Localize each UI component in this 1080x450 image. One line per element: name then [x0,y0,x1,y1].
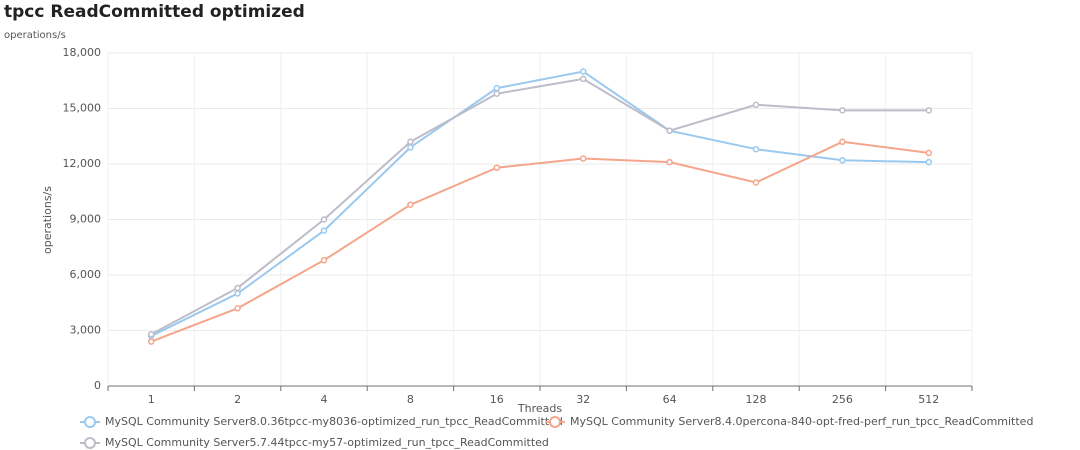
legend-marker [549,416,561,428]
y-tick-label: 9,000 [70,213,102,226]
data-point [234,290,241,297]
y-tick-label: 12,000 [63,157,102,170]
data-point [407,201,414,208]
legend-label: MySQL Community Server8.4.0percona-840-o… [570,415,1033,428]
chart-title: tpcc ReadCommitted optimized [4,2,305,22]
data-point [579,75,587,83]
x-tick-label: 32 [576,393,590,406]
data-point [839,107,846,114]
chart-subtitle: operations/s [4,30,66,41]
data-point [320,256,328,264]
series-line [150,140,929,343]
data-point [666,127,673,134]
data-point [925,107,933,114]
x-tick-label: 256 [832,393,853,406]
data-point [839,157,846,164]
data-point [493,90,501,97]
legend-item[interactable]: MySQL Community Server8.4.0percona-840-o… [545,415,1033,428]
data-point [925,149,933,157]
y-axis-label: operations/s [41,186,54,254]
y-tick-label: 15,000 [63,102,102,115]
data-point [147,338,155,345]
x-tick-label: 4 [321,393,328,406]
x-tick-label: 128 [746,393,767,406]
x-tick-label: 512 [918,393,939,406]
x-tick-label: 16 [490,393,504,406]
data-point [320,227,328,234]
x-tick-label: 8 [407,393,414,406]
data-point [752,145,760,153]
y-tick-label: 0 [94,379,101,392]
data-point [839,138,846,146]
legend-marker [84,437,96,449]
y-tick-label: 3,000 [70,324,102,337]
data-point [234,305,241,312]
data-point [320,216,328,223]
legend-marker [84,416,96,428]
x-axis-label: Threads [517,402,562,415]
data-point [666,158,673,166]
legend-item[interactable]: MySQL Community Server5.7.44tpcc-my57-op… [80,436,549,449]
x-tick-label: 64 [663,393,677,406]
data-point [579,155,587,162]
data-point [752,101,760,109]
data-point [493,84,501,92]
series-line [150,70,929,337]
x-tick-label: 2 [234,393,241,406]
y-tick-label: 18,000 [63,46,102,59]
data-point [147,330,155,338]
series-line [150,77,929,336]
data-point [579,68,587,75]
data-point [925,158,933,166]
data-point [752,179,760,186]
data-point [493,164,501,171]
legend-label: MySQL Community Server5.7.44tpcc-my57-op… [105,436,549,449]
legend-item[interactable]: MySQL Community Server8.0.36tpcc-my8036-… [80,415,563,428]
legend-label: MySQL Community Server8.0.36tpcc-my8036-… [105,415,563,428]
data-point [407,144,414,151]
y-tick-label: 6,000 [70,268,102,281]
x-tick-label: 1 [148,393,155,406]
data-point [407,138,414,146]
data-point [234,284,241,292]
